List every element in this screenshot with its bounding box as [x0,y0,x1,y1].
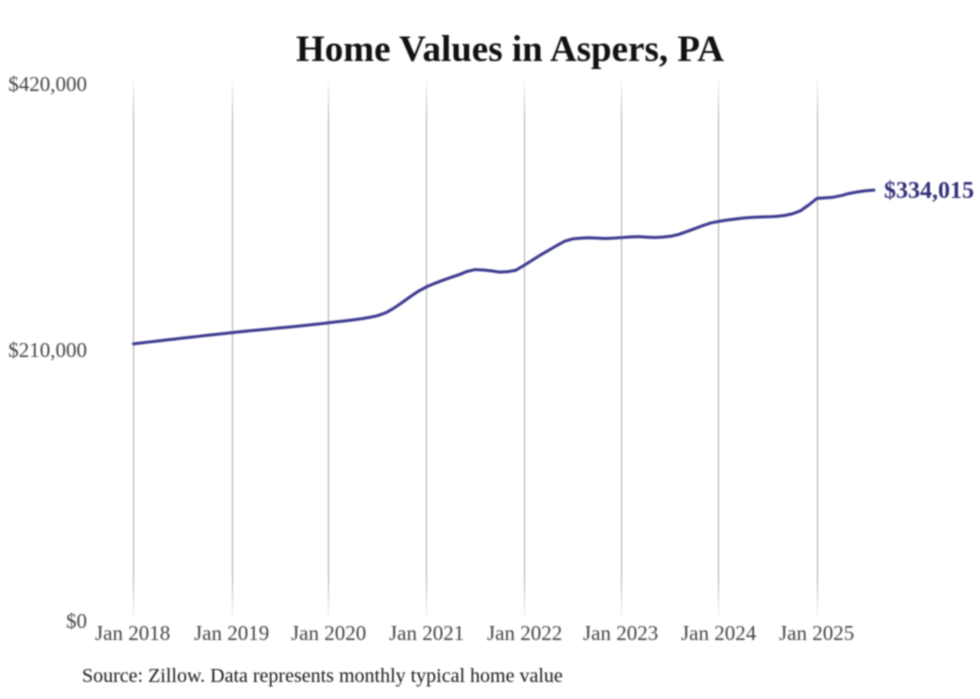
svg-text:$0: $0 [66,609,87,633]
svg-text:Jan 2018: Jan 2018 [95,621,170,645]
svg-text:Jan 2024: Jan 2024 [681,621,757,645]
svg-text:Jan 2023: Jan 2023 [583,621,658,645]
svg-text:Jan 2021: Jan 2021 [389,621,464,645]
svg-text:Jan 2019: Jan 2019 [194,621,269,645]
svg-text:Jan 2022: Jan 2022 [487,621,562,645]
svg-text:$210,000: $210,000 [8,338,87,362]
svg-text:Jan 2025: Jan 2025 [779,621,854,645]
svg-text:$334,015: $334,015 [884,178,974,204]
svg-text:$420,000: $420,000 [8,72,87,96]
svg-text:Jan 2020: Jan 2020 [291,621,366,645]
